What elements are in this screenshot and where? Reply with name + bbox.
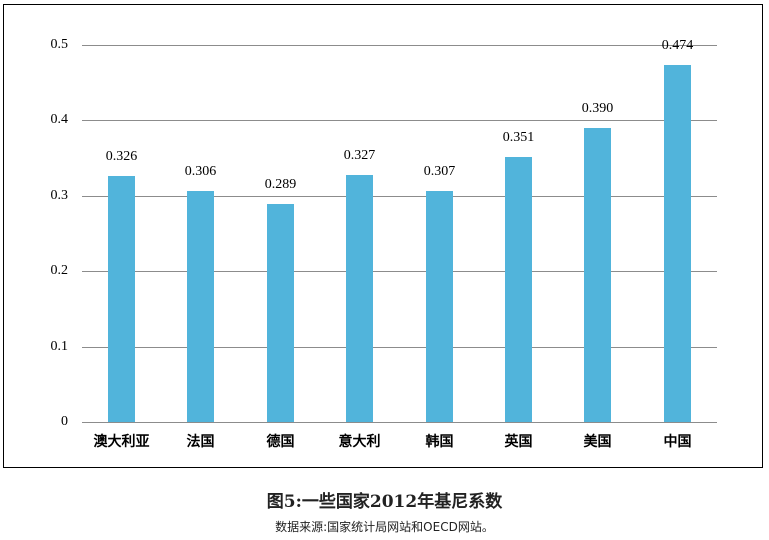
bar <box>108 176 135 422</box>
gridline <box>82 196 717 197</box>
bar <box>505 157 532 422</box>
y-tick-label: 0.3 <box>50 188 69 203</box>
bar-value-label: 0.326 <box>105 149 138 164</box>
bar-value-label: 0.474 <box>661 38 694 53</box>
gridline <box>82 45 717 46</box>
bar-value-label: 0.390 <box>581 101 614 116</box>
bar-value-label: 0.289 <box>264 177 297 192</box>
gridline <box>82 422 717 423</box>
y-tick-label: 0 <box>61 414 68 429</box>
bar-value-label: 0.306 <box>184 164 217 179</box>
x-category-label: 意大利 <box>338 434 381 450</box>
bar-value-label: 0.307 <box>423 164 456 179</box>
y-tick-label: 0.1 <box>50 339 69 354</box>
bar <box>187 191 214 422</box>
gridline <box>82 271 717 272</box>
gridline <box>82 347 717 348</box>
y-tick-label: 0.4 <box>50 112 69 127</box>
bar-value-label: 0.327 <box>343 148 376 163</box>
x-category-label: 英国 <box>504 434 533 450</box>
x-category-label: 德国 <box>266 434 295 450</box>
x-category-label: 法国 <box>186 434 215 450</box>
bar <box>346 175 373 422</box>
bar <box>584 128 611 422</box>
x-category-label: 美国 <box>583 434 612 450</box>
x-category-label: 韩国 <box>425 434 454 450</box>
bar <box>664 65 691 422</box>
bar-value-label: 0.351 <box>502 130 535 145</box>
chart-source-note: 数据来源:国家统计局网站和OECD网站。 <box>275 520 494 534</box>
gridline <box>82 120 717 121</box>
y-tick-label: 0.5 <box>50 37 69 52</box>
x-category-label: 澳大利亚 <box>93 434 150 450</box>
x-category-label: 中国 <box>663 434 692 450</box>
chart-title: 图5:一些国家2012年基尼系数 <box>266 492 503 512</box>
bar <box>426 191 453 422</box>
bar <box>267 204 294 422</box>
y-tick-label: 0.2 <box>50 263 69 278</box>
